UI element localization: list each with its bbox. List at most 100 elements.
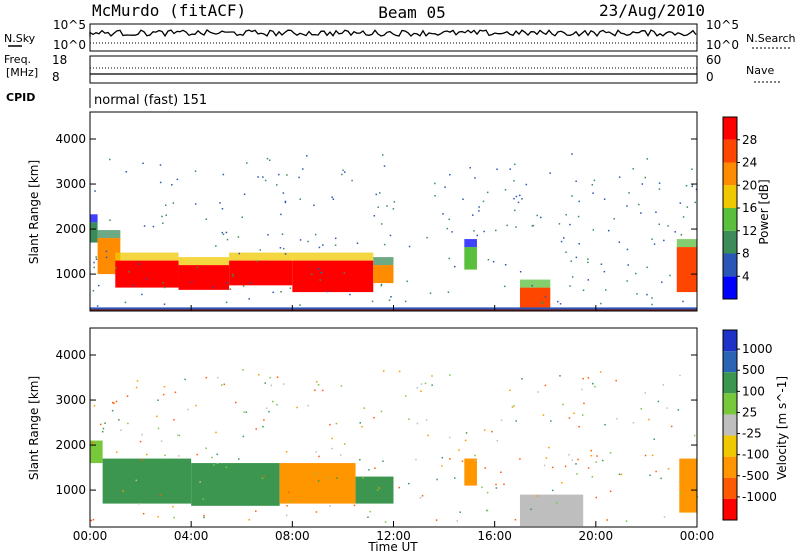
colorbar-swatch (723, 253, 737, 277)
power-speckle (242, 285, 245, 287)
velocity-speckle (174, 391, 177, 394)
power-speckle (334, 237, 337, 240)
x-tick-label: 00:00 (680, 529, 715, 543)
power-speckle (115, 266, 117, 269)
colorbar-tick-label: -25 (742, 427, 762, 441)
power-speckle (319, 279, 322, 281)
colorbar-swatch (723, 456, 737, 478)
velocity-speckle (618, 473, 621, 476)
y-tick-label: 4000 (55, 132, 86, 146)
power-speckle (478, 206, 480, 208)
power-speckle (549, 172, 551, 174)
velocity-speckle (555, 502, 558, 504)
power-speckle (496, 168, 498, 171)
power-speckle (231, 273, 234, 276)
power-region (90, 222, 98, 243)
velocity-speckle (448, 436, 451, 439)
velocity-speckle (416, 422, 419, 425)
power-speckle (331, 196, 333, 199)
power-speckle (694, 201, 696, 204)
velocity-speckle (101, 430, 104, 433)
power-region-fringe (676, 239, 697, 248)
power-speckle (603, 198, 606, 200)
velocity-speckle (651, 454, 654, 457)
velocity-panel: 1000 2000 3000 4000 Slant Range [km] 1000 50… (27, 327, 789, 528)
power-speckle (587, 258, 589, 260)
power-speckle (246, 162, 248, 164)
power-speckle (426, 236, 428, 239)
velocity-speckle (670, 425, 673, 428)
velocity-speckle (329, 423, 331, 426)
power-speckle (587, 261, 589, 264)
power-speckle (319, 271, 322, 274)
velocity-speckle (427, 434, 429, 437)
velocity-speckle (425, 419, 428, 421)
velocity-speckle (145, 484, 148, 487)
velocity-speckle (288, 491, 290, 494)
power-speckle (356, 242, 359, 244)
velocity-speckle (238, 458, 240, 460)
velocity-speckle (285, 451, 288, 453)
power-speckle (334, 244, 337, 247)
velocity-colorbar: 1000 500 100 25 -25 -100 -500 -1000 (722, 329, 777, 521)
velocity-speckle (592, 382, 594, 385)
power-speckle (539, 216, 542, 219)
noise-right-tick-top: 10^5 (706, 18, 739, 32)
power-speckle (434, 182, 436, 185)
velocity-speckle (141, 433, 143, 436)
power-region (229, 260, 293, 286)
velocity-speckle (340, 385, 343, 387)
power-region (115, 260, 179, 288)
colorbar-swatch (723, 435, 737, 457)
velocity-speckle (415, 458, 417, 461)
power-panel: 1000 2000 3000 4000 Slant Range [km] 4 8 12 16… (27, 111, 771, 312)
velocity-speckle (542, 414, 545, 416)
velocity-region (279, 463, 356, 504)
velocity-speckle (264, 382, 267, 384)
velocity-speckle (139, 440, 142, 443)
power-speckle (442, 213, 444, 215)
power-speckle (536, 214, 538, 217)
velocity-speckle (591, 476, 594, 478)
power-speckle (404, 300, 407, 303)
power-speckle (93, 266, 95, 269)
power-speckle (109, 158, 111, 161)
power-speckle (289, 287, 292, 289)
noise-sky-trace (89, 29, 697, 44)
noise-sky-line (89, 29, 697, 38)
velocity-speckle (223, 383, 226, 386)
velocity-speckle (594, 385, 596, 388)
power-speckle (570, 260, 572, 262)
power-speckle (587, 279, 590, 281)
power-speckle (444, 186, 446, 188)
velocity-speckle (484, 467, 486, 469)
colorbar-tick-label: 28 (742, 133, 757, 147)
velocity-speckle (99, 423, 102, 426)
velocity-speckle (486, 491, 489, 494)
velocity-speckle (436, 478, 438, 481)
power-speckle (495, 229, 497, 232)
power-speckle (471, 214, 474, 216)
power-speckle (267, 234, 269, 236)
power-speckle (311, 273, 313, 275)
velocity-speckle (242, 369, 244, 371)
velocity-speckle (486, 509, 489, 512)
velocity-speckle (552, 466, 554, 469)
power-speckle (264, 179, 267, 182)
colorbar-swatch (723, 117, 737, 140)
velocity-speckle (173, 516, 175, 519)
velocity-speckle (384, 521, 387, 523)
velocity-speckle (500, 471, 502, 473)
power-speckle (225, 231, 228, 234)
power-speckle (513, 209, 516, 212)
velocity-speckle (285, 514, 288, 517)
power-speckle (318, 268, 320, 270)
colorbar-tick-label: -500 (742, 469, 769, 483)
velocity-speckle (235, 401, 237, 404)
velocity-speckle (545, 457, 548, 459)
power-speckle (600, 302, 602, 305)
velocity-speckle (111, 409, 114, 412)
power-speckle (591, 184, 594, 186)
power-speckle (504, 264, 507, 266)
